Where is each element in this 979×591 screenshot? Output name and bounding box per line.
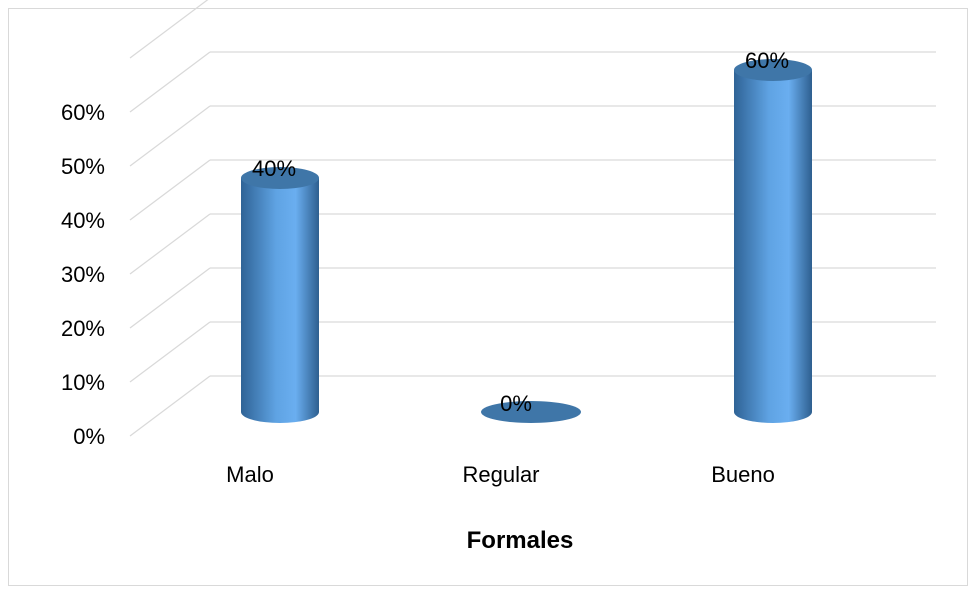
bar-cylinder-body [241,178,319,423]
bar-cylinder-body [734,70,812,423]
gridline-diagonal [129,0,209,59]
bar-cylinder-top [241,167,319,189]
y-tick-label: 0% [73,424,105,449]
x-category-label: Bueno [711,462,775,487]
y-axis-ticks: 0% 10% 20% 30% 40% 50% 60% [61,100,105,449]
gridline-diagonal [129,105,211,167]
bars [241,59,812,423]
gridline-diagonal [129,159,211,221]
y-tick-label: 10% [61,370,105,395]
y-tick-label: 30% [61,262,105,287]
data-labels: 40% 0% 60% [252,48,789,416]
y-tick-label: 40% [61,208,105,233]
bar-cylinder-flat [481,401,581,423]
gridlines [129,0,936,437]
data-label: 0% [500,391,532,416]
gridline-diagonal [129,375,211,437]
y-tick-label: 20% [61,316,105,341]
y-tick-label: 50% [61,154,105,179]
x-axis-title: Formales [467,527,574,554]
bar-cylinder-top [734,59,812,81]
x-category-label: Malo [226,462,274,487]
gridline-diagonal [129,51,211,113]
data-label: 40% [252,156,296,181]
x-axis-categories: Malo Regular Bueno [226,462,775,487]
gridline-diagonal [129,321,211,383]
x-category-label: Regular [462,462,539,487]
y-tick-label: 60% [61,100,105,125]
gridline-diagonal [129,213,211,275]
data-label: 60% [745,48,789,73]
gridline-diagonal [129,267,211,329]
